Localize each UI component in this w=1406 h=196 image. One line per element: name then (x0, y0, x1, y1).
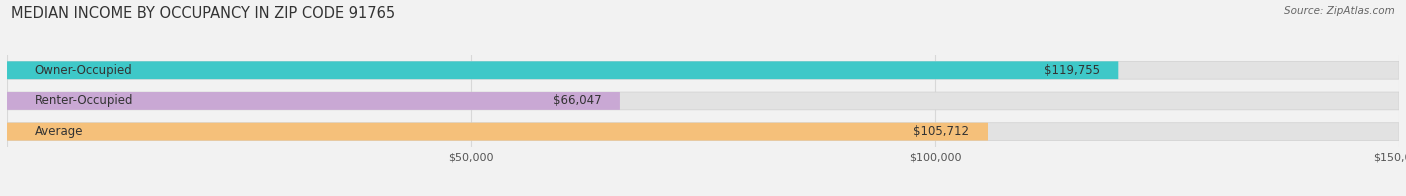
FancyBboxPatch shape (7, 61, 1399, 79)
FancyBboxPatch shape (7, 92, 620, 110)
FancyBboxPatch shape (7, 61, 1118, 79)
FancyBboxPatch shape (7, 92, 1399, 110)
Text: $119,755: $119,755 (1043, 64, 1099, 77)
Text: Renter-Occupied: Renter-Occupied (35, 94, 134, 107)
Text: MEDIAN INCOME BY OCCUPANCY IN ZIP CODE 91765: MEDIAN INCOME BY OCCUPANCY IN ZIP CODE 9… (11, 6, 395, 21)
Text: $105,712: $105,712 (914, 125, 969, 138)
Text: Average: Average (35, 125, 83, 138)
Text: Source: ZipAtlas.com: Source: ZipAtlas.com (1284, 6, 1395, 16)
FancyBboxPatch shape (7, 123, 988, 141)
FancyBboxPatch shape (7, 123, 1399, 141)
Text: $66,047: $66,047 (553, 94, 602, 107)
Text: Owner-Occupied: Owner-Occupied (35, 64, 132, 77)
